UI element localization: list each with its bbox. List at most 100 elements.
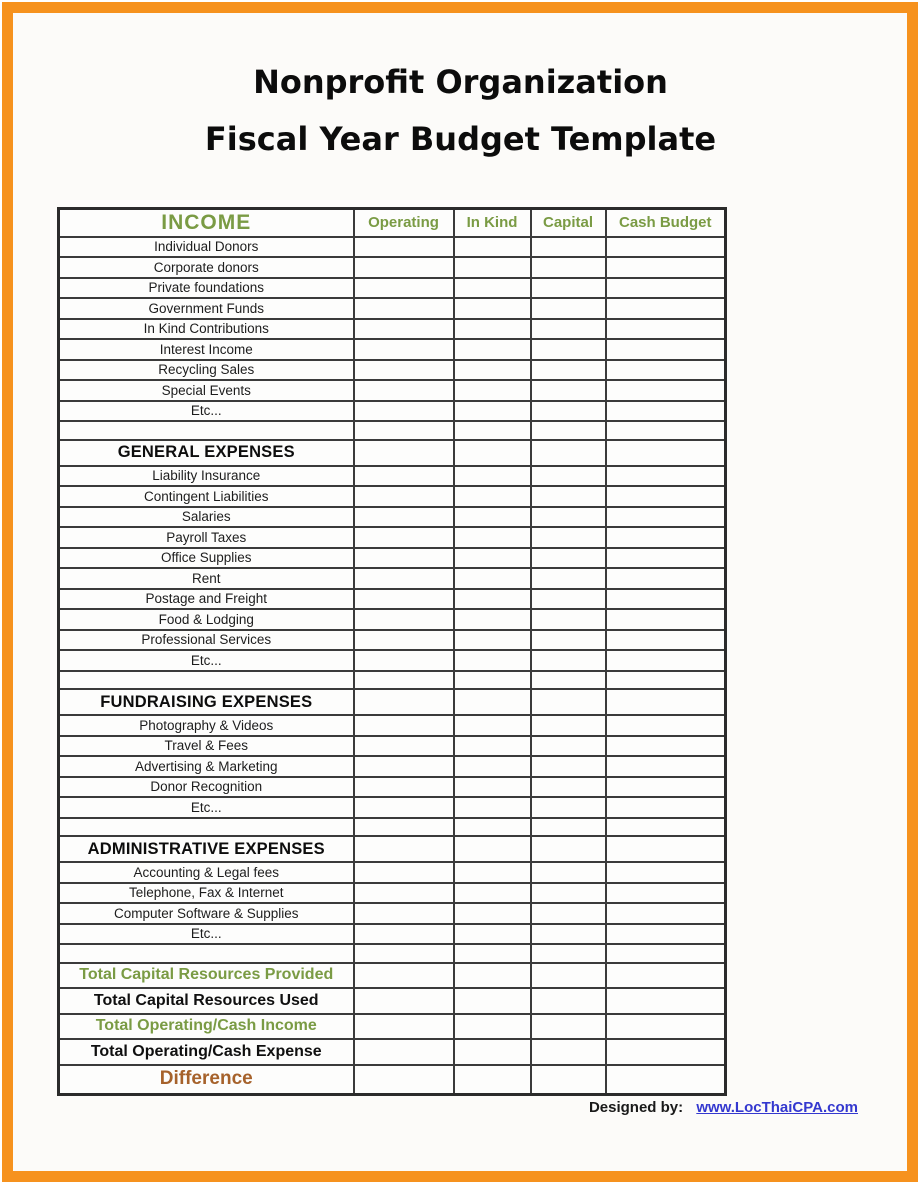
designed-by-link[interactable]: www.LocThaiCPA.com <box>696 1099 858 1116</box>
value-cell <box>604 1012 727 1040</box>
row-label <box>57 669 355 690</box>
value-cell <box>604 358 727 381</box>
value-cell <box>529 1038 607 1066</box>
table-row <box>57 420 727 441</box>
value-cell <box>452 567 532 590</box>
value-cell <box>452 546 532 569</box>
table-row: Telephone, Fax & Internet <box>57 881 727 904</box>
value-cell <box>529 276 607 299</box>
value-cell <box>529 1012 607 1040</box>
value-cell <box>529 669 607 690</box>
value-cell <box>529 587 607 610</box>
value-cell <box>452 881 532 904</box>
table-row: Food & Lodging <box>57 608 727 631</box>
value-cell <box>529 861 607 884</box>
table-row: GENERAL EXPENSES <box>57 438 727 467</box>
value-cell <box>352 1063 455 1096</box>
row-label <box>57 943 355 964</box>
income-section-header: INCOME <box>57 207 355 238</box>
row-label: Rent <box>57 567 355 590</box>
value-cell <box>529 734 607 757</box>
value-cell <box>352 987 455 1015</box>
value-cell <box>452 796 532 819</box>
value-cell <box>452 628 532 651</box>
value-cell <box>452 505 532 528</box>
value-cell <box>529 235 607 258</box>
value-cell <box>604 688 727 716</box>
value-cell <box>352 796 455 819</box>
row-label: Professional Services <box>57 628 355 651</box>
value-cell <box>352 358 455 381</box>
value-cell <box>452 861 532 884</box>
value-cell <box>604 835 727 863</box>
row-label: Telephone, Fax & Internet <box>57 881 355 904</box>
value-cell <box>604 526 727 549</box>
value-cell <box>604 608 727 631</box>
budget-table-body: INCOME Operating In Kind Capital Cash Bu… <box>57 207 727 1096</box>
value-cell <box>352 881 455 904</box>
row-label: Individual Donors <box>57 235 355 258</box>
value-cell <box>604 943 727 964</box>
row-label: Food & Lodging <box>57 608 355 631</box>
value-cell <box>529 358 607 381</box>
table-row: Interest Income <box>57 338 727 361</box>
row-label: Photography & Videos <box>57 714 355 737</box>
column-header-cash-budget: Cash Budget <box>604 207 727 238</box>
value-cell <box>529 338 607 361</box>
table-row: Individual Donors <box>57 235 727 258</box>
value-cell <box>529 438 607 467</box>
value-cell <box>352 755 455 778</box>
table-row: Rent <box>57 567 727 590</box>
value-cell <box>604 317 727 340</box>
value-cell <box>529 987 607 1015</box>
value-cell <box>352 608 455 631</box>
value-cell <box>352 485 455 508</box>
table-row <box>57 943 727 964</box>
value-cell <box>352 276 455 299</box>
value-cell <box>352 317 455 340</box>
value-cell <box>529 816 607 837</box>
value-cell <box>452 235 532 258</box>
table-row: Total Capital Resources Used <box>57 987 727 1015</box>
table-row: Professional Services <box>57 628 727 651</box>
value-cell <box>452 734 532 757</box>
table-row: Contingent Liabilities <box>57 485 727 508</box>
value-cell <box>604 256 727 279</box>
row-label: Donor Recognition <box>57 775 355 798</box>
table-row: Total Operating/Cash Expense <box>57 1038 727 1066</box>
value-cell <box>452 649 532 672</box>
value-cell <box>604 669 727 690</box>
row-label: Special Events <box>57 379 355 402</box>
value-cell <box>452 1012 532 1040</box>
value-cell <box>352 649 455 672</box>
page-title-line2: Fiscal Year Budget Template <box>204 120 717 158</box>
table-row: In Kind Contributions <box>57 317 727 340</box>
table-row: Recycling Sales <box>57 358 727 381</box>
row-label: Etc... <box>57 649 355 672</box>
value-cell <box>452 669 532 690</box>
table-row: Salaries <box>57 505 727 528</box>
column-header-capital: Capital <box>529 207 607 238</box>
row-label: Liability Insurance <box>57 464 355 487</box>
value-cell <box>529 943 607 964</box>
row-label: Interest Income <box>57 338 355 361</box>
value-cell <box>604 734 727 757</box>
value-cell <box>452 816 532 837</box>
designed-by-label: Designed by: <box>588 1099 684 1116</box>
value-cell <box>452 317 532 340</box>
value-cell <box>529 297 607 320</box>
value-cell <box>529 688 607 716</box>
column-header-operating: Operating <box>352 207 455 238</box>
value-cell <box>352 835 455 863</box>
value-cell <box>352 399 455 422</box>
value-cell <box>529 755 607 778</box>
value-cell <box>452 1063 532 1096</box>
value-cell <box>352 861 455 884</box>
table-row: Etc... <box>57 399 727 422</box>
row-label <box>57 420 355 441</box>
row-label: Contingent Liabilities <box>57 485 355 508</box>
value-cell <box>604 505 727 528</box>
value-cell <box>452 587 532 610</box>
value-cell <box>352 526 455 549</box>
value-cell <box>604 338 727 361</box>
